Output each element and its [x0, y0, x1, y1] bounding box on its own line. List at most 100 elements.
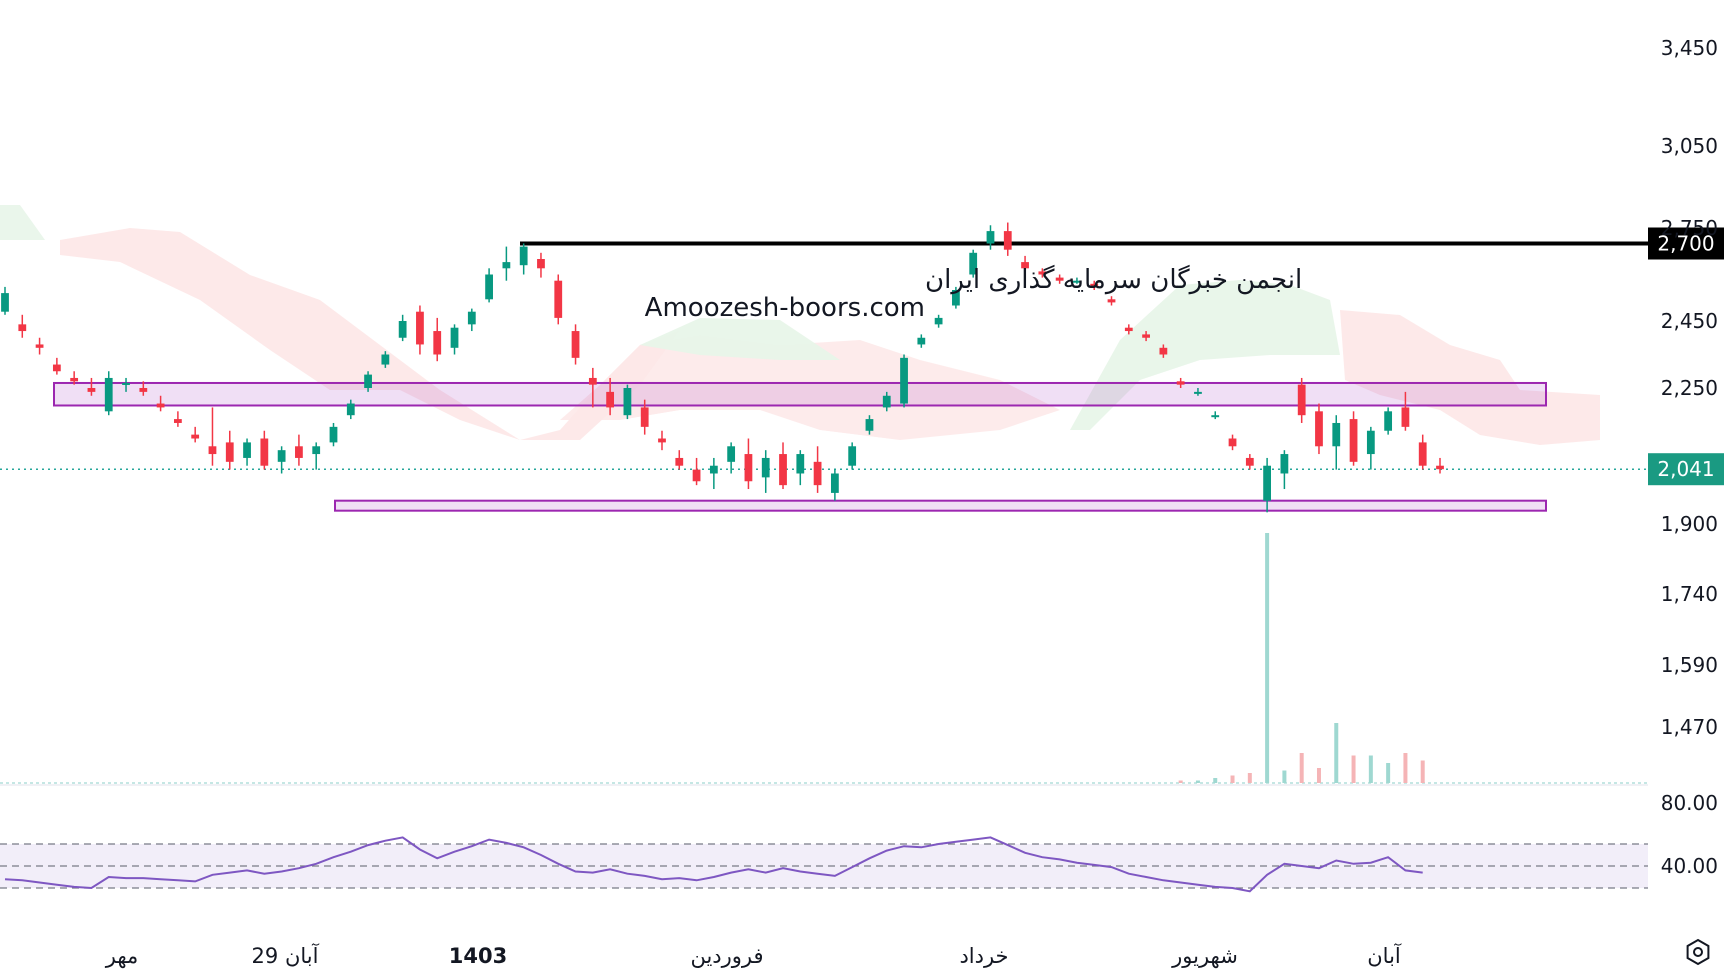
time-axis[interactable]: مهر 29 آبان 1403 فروردین خرداد شهریور آبان: [105, 943, 1402, 968]
candle: [1107, 296, 1116, 306]
candle-body: [1384, 411, 1393, 431]
candle-body: [1194, 391, 1202, 394]
candle: [1228, 434, 1237, 451]
candle-body: [554, 280, 563, 318]
candle-body: [1297, 384, 1306, 416]
candle-body: [1055, 277, 1064, 281]
candle-body: [1176, 381, 1185, 385]
price-tick-label: 2,750: [1661, 216, 1718, 240]
candle-body: [727, 446, 736, 462]
candle: [1418, 434, 1427, 470]
price-tick-label: 1,590: [1661, 653, 1718, 677]
candle-body: [1332, 422, 1341, 447]
candle: [813, 446, 822, 493]
candle-body: [1003, 231, 1012, 250]
candle-body: [1, 293, 9, 312]
candle: [485, 268, 493, 303]
candle: [1055, 274, 1064, 284]
candle: [917, 334, 926, 348]
candle: [1124, 324, 1133, 335]
candle: [433, 317, 442, 362]
candle-body: [104, 377, 113, 412]
candle: [537, 252, 545, 278]
candle: [416, 305, 424, 355]
candle-body: [1159, 347, 1168, 355]
candle: [502, 246, 511, 281]
cloud-red: [60, 228, 680, 440]
candle: [1315, 403, 1323, 455]
candle-body: [623, 388, 632, 416]
candle: [830, 469, 839, 501]
volume-bar: [1282, 770, 1287, 783]
volume-bar: [1213, 778, 1218, 783]
candle: [312, 442, 321, 470]
candle-body: [519, 246, 528, 266]
candle-body: [675, 457, 684, 466]
candle: [882, 391, 891, 412]
ichimoku-cloud: [0, 205, 1600, 445]
rsi-tick-label: 80.00: [1661, 791, 1718, 815]
candle: [571, 324, 580, 365]
candle-body: [571, 331, 580, 358]
cloud-red: [1340, 310, 1600, 445]
candle-body: [52, 364, 61, 372]
candle-body: [952, 290, 960, 306]
cloud-green: [640, 318, 840, 360]
candle-body: [1349, 419, 1358, 462]
candle: [1384, 407, 1393, 435]
candle: [346, 399, 355, 420]
candle: [1401, 391, 1410, 431]
volume-bar: [1403, 753, 1408, 783]
candle-body: [208, 446, 217, 455]
candle: [779, 442, 787, 490]
price-tick-label: 3,450: [1661, 36, 1718, 60]
candle: [174, 411, 182, 427]
candle: [243, 438, 251, 466]
candle: [450, 324, 459, 355]
price-axis[interactable]: 3,450 3,050 2,750 2,450 2,250 1,900 1,740 1,590…: [1661, 36, 1718, 739]
candle-body: [986, 231, 995, 244]
volume-bar: [1386, 763, 1391, 783]
time-tick-label: 1403: [449, 944, 507, 968]
volume-bar: [1368, 755, 1373, 783]
candle: [208, 407, 217, 466]
rsi-tick-label: 40.00: [1661, 854, 1718, 878]
candle: [519, 243, 528, 275]
volume-bar: [1247, 773, 1252, 783]
candle-body: [1245, 457, 1254, 466]
price-tick-label: 3,050: [1661, 134, 1718, 158]
candle-body: [1142, 334, 1150, 338]
candle-body: [225, 442, 234, 462]
candle-body: [692, 469, 701, 482]
candle-body: [709, 465, 718, 474]
candle-body: [139, 388, 148, 392]
zone-box: [53, 381, 1547, 407]
candle-body: [865, 419, 874, 431]
candle: [122, 377, 130, 392]
volume-bars: [0, 533, 1648, 784]
candle-body: [882, 395, 891, 408]
candle: [1, 286, 9, 315]
candle: [225, 430, 234, 470]
candle-body: [87, 388, 96, 392]
settings-icon[interactable]: [1686, 938, 1710, 966]
rsi-line: [4, 836, 1423, 893]
candle: [1366, 426, 1375, 470]
cloud-red: [560, 335, 1060, 440]
candle-body: [848, 446, 857, 466]
candle: [1245, 454, 1254, 470]
candle-body: [1418, 442, 1427, 466]
candle: [1176, 377, 1185, 388]
candle-body: [1401, 407, 1410, 427]
candle-body: [1280, 454, 1289, 474]
candle: [658, 430, 666, 451]
candle: [952, 286, 960, 309]
candle-body: [779, 454, 787, 486]
last-price-tag-label: 2,041: [1657, 457, 1714, 481]
volume-bar: [1299, 753, 1304, 783]
volume-bar: [1230, 775, 1235, 783]
candle-body: [1124, 327, 1133, 332]
last-price-tag: [1648, 453, 1724, 486]
volume-bar: [1420, 760, 1425, 783]
